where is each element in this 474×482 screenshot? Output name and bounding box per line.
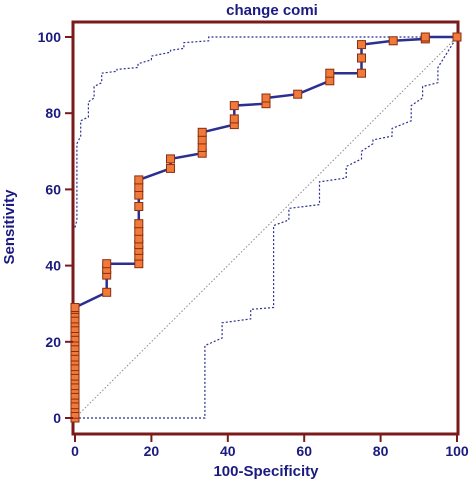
y-tick-label: 40 xyxy=(45,258,61,274)
roc-point xyxy=(197,135,207,145)
roc-markers xyxy=(70,32,462,423)
ci-lower-band xyxy=(75,36,458,419)
roc-point xyxy=(197,143,207,152)
roc-point xyxy=(134,226,144,236)
roc-point xyxy=(293,89,303,99)
x-axis-label: 100-Specificity xyxy=(213,463,319,480)
roc-point xyxy=(197,127,207,137)
y-tick-label: 60 xyxy=(45,181,61,197)
x-tick-label: 60 xyxy=(296,443,312,459)
x-tick-label: 20 xyxy=(144,443,160,459)
y-tick-label: 20 xyxy=(45,334,61,350)
roc-point xyxy=(134,183,144,192)
roc-point xyxy=(357,53,366,63)
roc-point xyxy=(134,190,144,200)
x-tick-label: 0 xyxy=(71,443,79,459)
chart-title: change comi xyxy=(226,2,318,19)
roc-point xyxy=(229,101,239,111)
ci-upper-band xyxy=(74,36,457,228)
roc-point xyxy=(70,303,80,312)
roc-point xyxy=(166,163,175,173)
roc-point xyxy=(357,68,366,78)
roc-point xyxy=(388,36,398,46)
reference-diagonal xyxy=(74,36,458,419)
x-tick-label: 40 xyxy=(220,443,236,459)
roc-point xyxy=(452,32,462,42)
roc-point xyxy=(325,76,335,86)
y-tick-label: 0 xyxy=(53,410,61,426)
roc-point xyxy=(102,287,112,297)
roc-point xyxy=(134,175,144,185)
roc-point xyxy=(134,234,144,244)
x-tick-label: 100 xyxy=(445,443,469,459)
y-tick-label: 80 xyxy=(45,105,61,121)
roc-point xyxy=(261,93,271,103)
roc-point xyxy=(134,219,144,229)
roc-point xyxy=(325,68,335,78)
roc-point xyxy=(134,202,144,211)
roc-point xyxy=(102,259,112,269)
plot-frame xyxy=(71,20,460,436)
roc-point xyxy=(134,259,144,269)
plot-area xyxy=(70,20,462,436)
roc-point xyxy=(357,40,366,50)
roc-point xyxy=(166,154,175,164)
y-tick-label: 100 xyxy=(38,29,62,45)
roc-point xyxy=(420,32,430,42)
y-axis-label: Sensitivity xyxy=(1,189,18,265)
roc-point xyxy=(229,114,239,124)
x-tick-label: 80 xyxy=(373,443,389,459)
y-axis-ticks: 0 20 40 60 80 100 xyxy=(38,29,73,426)
x-axis-ticks: 0 20 40 60 80 100 xyxy=(71,434,469,459)
